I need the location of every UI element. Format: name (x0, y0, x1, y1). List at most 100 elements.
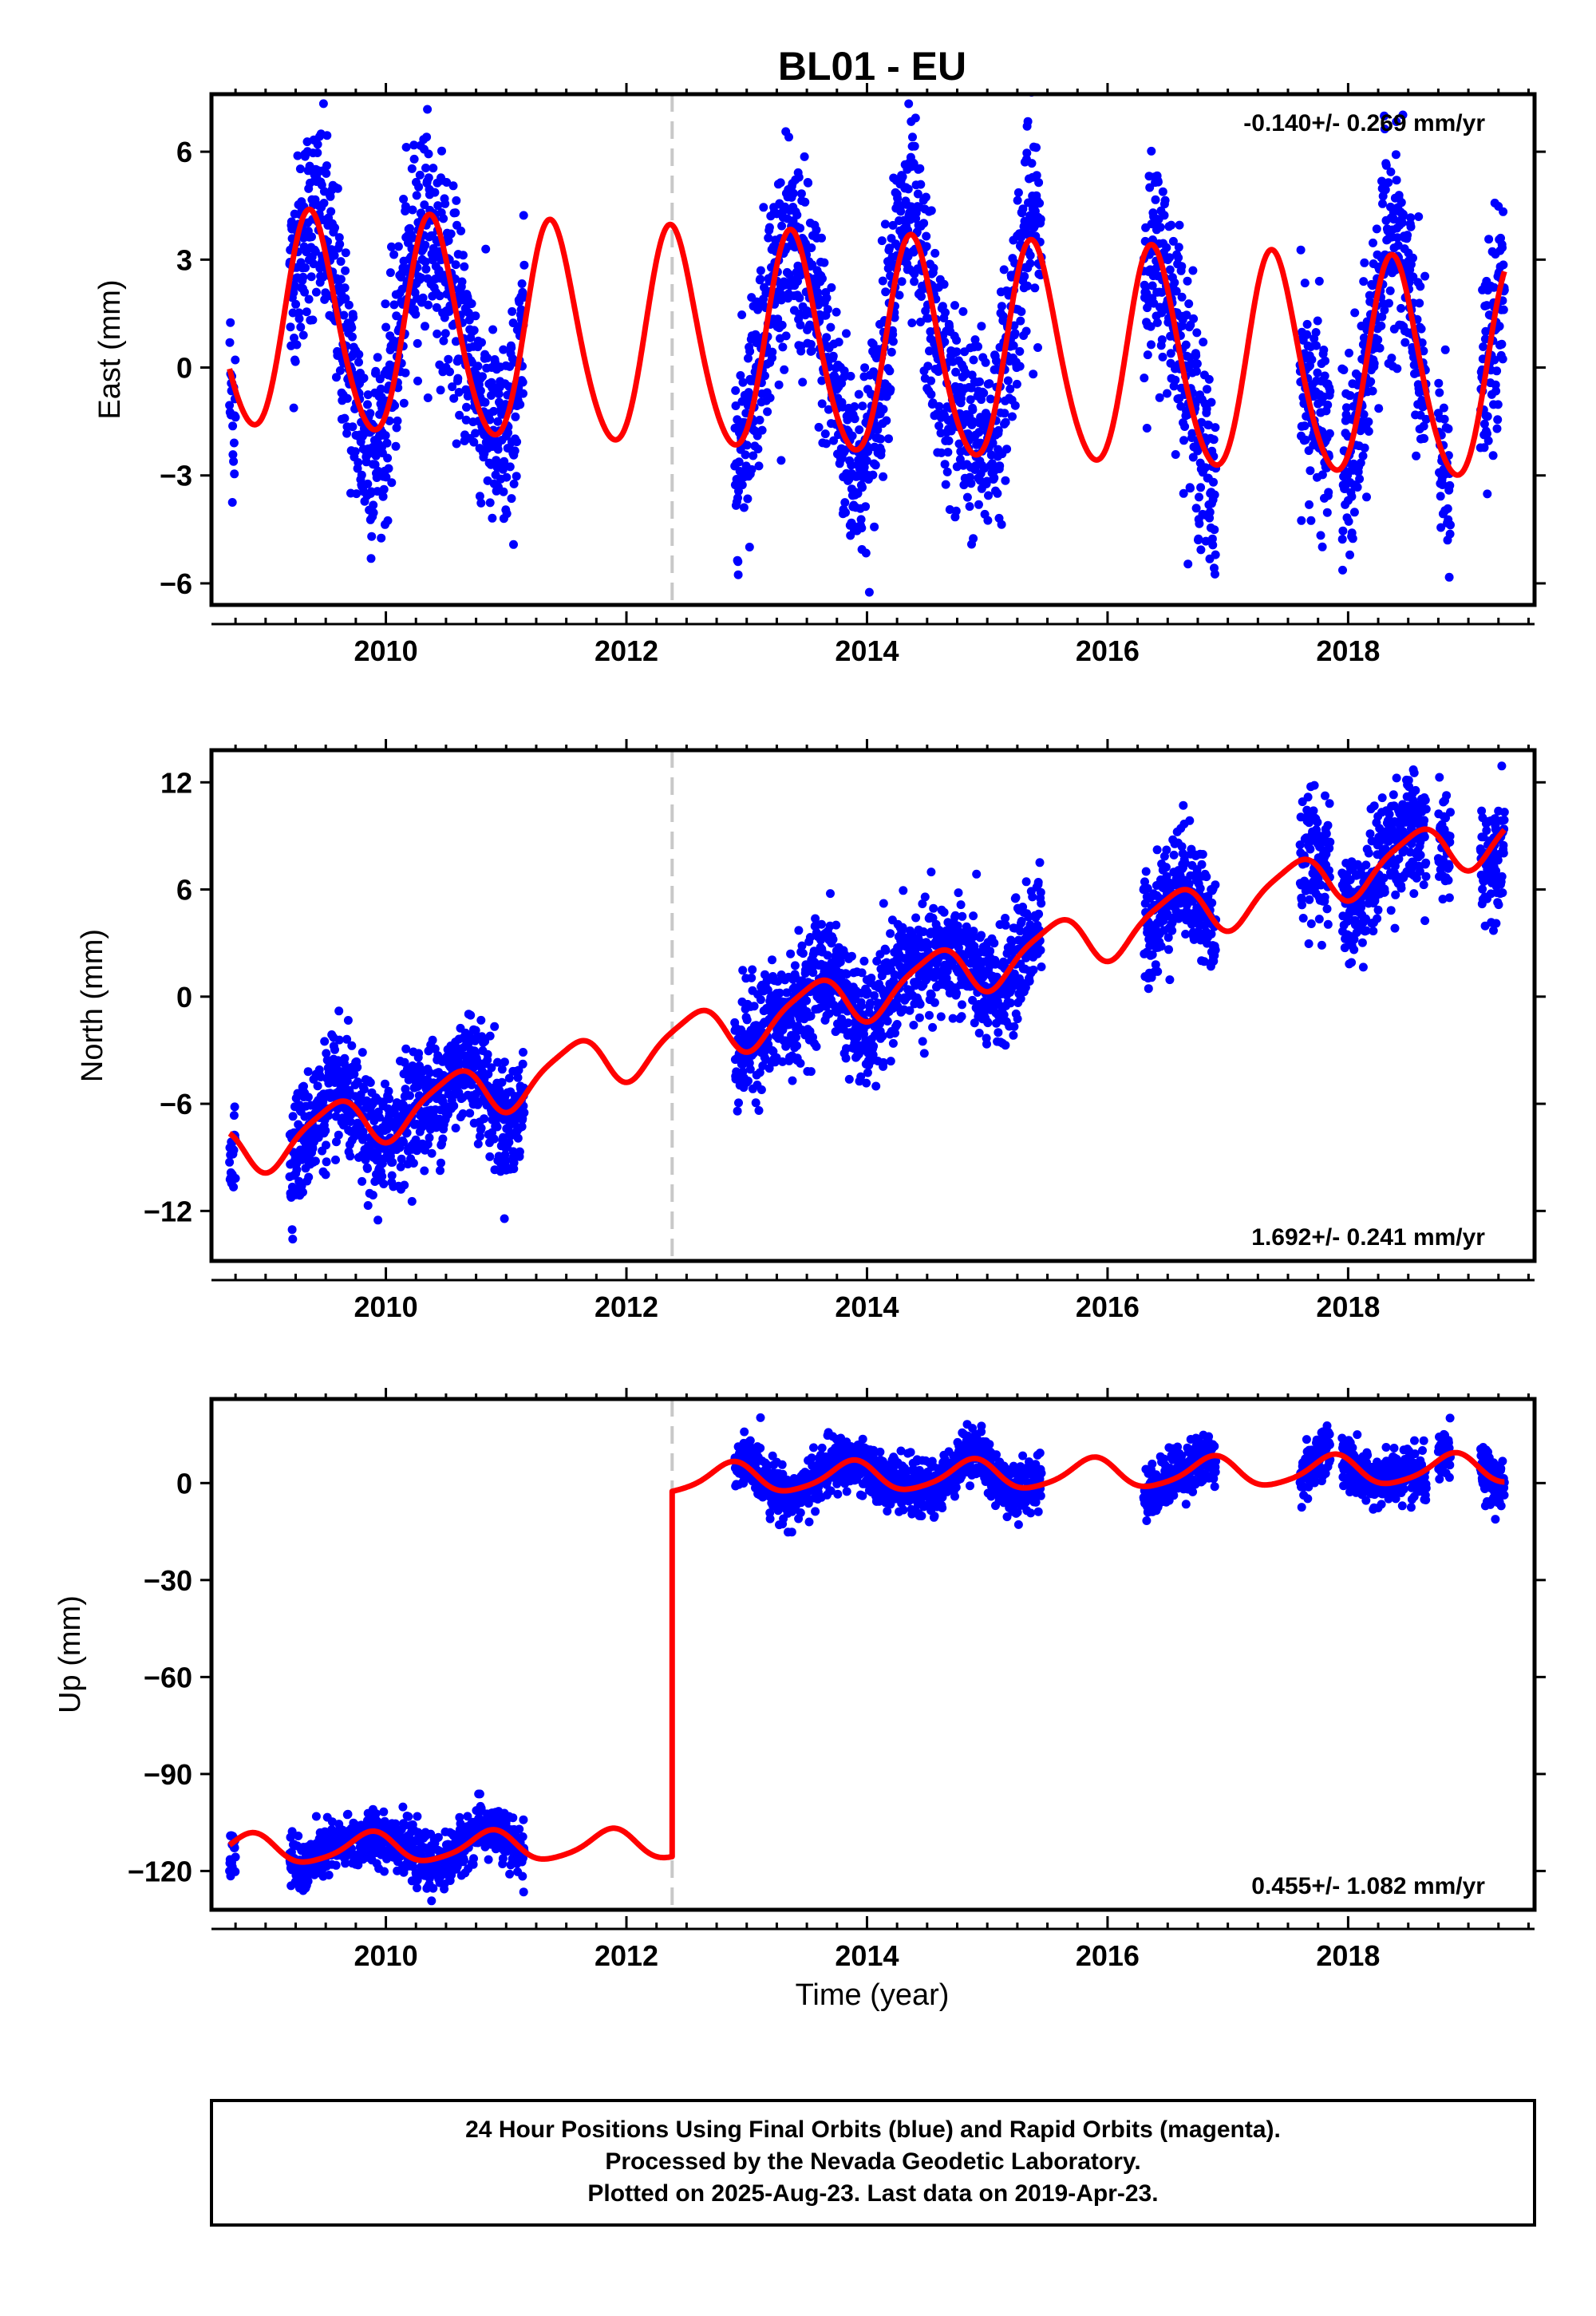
data-point (412, 191, 421, 200)
data-point (473, 362, 483, 371)
data-point (742, 441, 752, 450)
data-point (886, 1057, 895, 1066)
data-point (749, 1002, 759, 1011)
data-point (1381, 160, 1391, 170)
data-point (999, 265, 1009, 275)
data-point (436, 385, 445, 395)
data-point (354, 350, 364, 359)
data-point (929, 903, 938, 913)
data-point (451, 337, 460, 346)
data-point (887, 347, 896, 357)
data-point (349, 313, 358, 322)
data-point (1211, 550, 1220, 559)
data-point (229, 438, 239, 448)
data-point (817, 399, 827, 409)
data-point (1036, 946, 1045, 955)
data-point (876, 446, 886, 456)
data-point (1297, 516, 1306, 525)
data-point (1192, 328, 1202, 338)
data-point (972, 869, 982, 879)
data-point (958, 1000, 966, 1010)
data-point (405, 1091, 414, 1101)
data-point (1174, 243, 1183, 252)
data-point (492, 1122, 502, 1132)
data-point (332, 373, 341, 382)
data-point (1151, 195, 1160, 204)
data-point (997, 302, 1006, 311)
data-point (371, 366, 381, 376)
data-point (854, 389, 863, 399)
data-point (310, 247, 320, 256)
data-point (363, 390, 373, 400)
data-point (480, 1037, 490, 1046)
data-point (319, 199, 329, 207)
data-point (731, 385, 741, 395)
data-point (471, 311, 480, 321)
data-point (1181, 340, 1191, 350)
data-point (1345, 348, 1353, 358)
data-point (379, 1180, 389, 1188)
data-point (1403, 231, 1412, 240)
data-point (1386, 167, 1396, 176)
data-point (334, 1035, 344, 1045)
data-point (466, 1010, 476, 1020)
data-point (476, 498, 486, 508)
data-point (449, 393, 459, 403)
data-point (480, 397, 490, 407)
data-point (1483, 412, 1492, 421)
data-point (911, 113, 920, 123)
data-point (812, 1041, 821, 1051)
data-point (288, 1235, 298, 1244)
data-point (409, 140, 419, 150)
data-point (350, 1069, 359, 1079)
data-point (776, 456, 786, 465)
data-point (1302, 319, 1312, 329)
data-point (1017, 307, 1026, 316)
data-point (342, 393, 352, 403)
data-point (1152, 845, 1162, 855)
data-point (1015, 346, 1025, 356)
data-point (518, 377, 527, 387)
data-point (966, 383, 976, 393)
data-point (759, 203, 768, 212)
data-point (359, 373, 369, 383)
data-point (1314, 276, 1324, 286)
data-point (1436, 523, 1446, 532)
data-point (977, 322, 986, 331)
data-point (389, 250, 399, 259)
data-point (1175, 220, 1184, 230)
data-point (1036, 215, 1045, 224)
data-point (863, 1068, 872, 1077)
data-point (888, 337, 898, 346)
data-point (476, 1124, 486, 1133)
data-point (384, 1086, 393, 1096)
data-point (738, 966, 748, 975)
data-point (821, 439, 831, 449)
data-point (1417, 338, 1427, 347)
data-point (1010, 401, 1020, 410)
data-point (308, 315, 318, 325)
data-point (333, 184, 342, 193)
data-point (397, 1154, 406, 1164)
data-point (440, 329, 450, 338)
data-point (1201, 536, 1211, 546)
data-point (458, 251, 468, 260)
data-point (321, 1170, 330, 1180)
data-point (334, 233, 344, 243)
data-point (367, 532, 377, 541)
data-point (1195, 519, 1204, 528)
data-point (452, 196, 461, 205)
data-point (358, 1048, 367, 1057)
data-point (1322, 508, 1332, 517)
data-point (1025, 251, 1035, 260)
data-point (298, 330, 308, 340)
data-point (876, 434, 885, 444)
data-point (433, 201, 443, 211)
data-point (440, 199, 450, 208)
data-point (1168, 236, 1178, 246)
data-point (1366, 377, 1376, 386)
data-point (476, 1015, 486, 1025)
data-point (452, 439, 461, 449)
data-point (231, 355, 240, 365)
data-point (1396, 303, 1406, 313)
